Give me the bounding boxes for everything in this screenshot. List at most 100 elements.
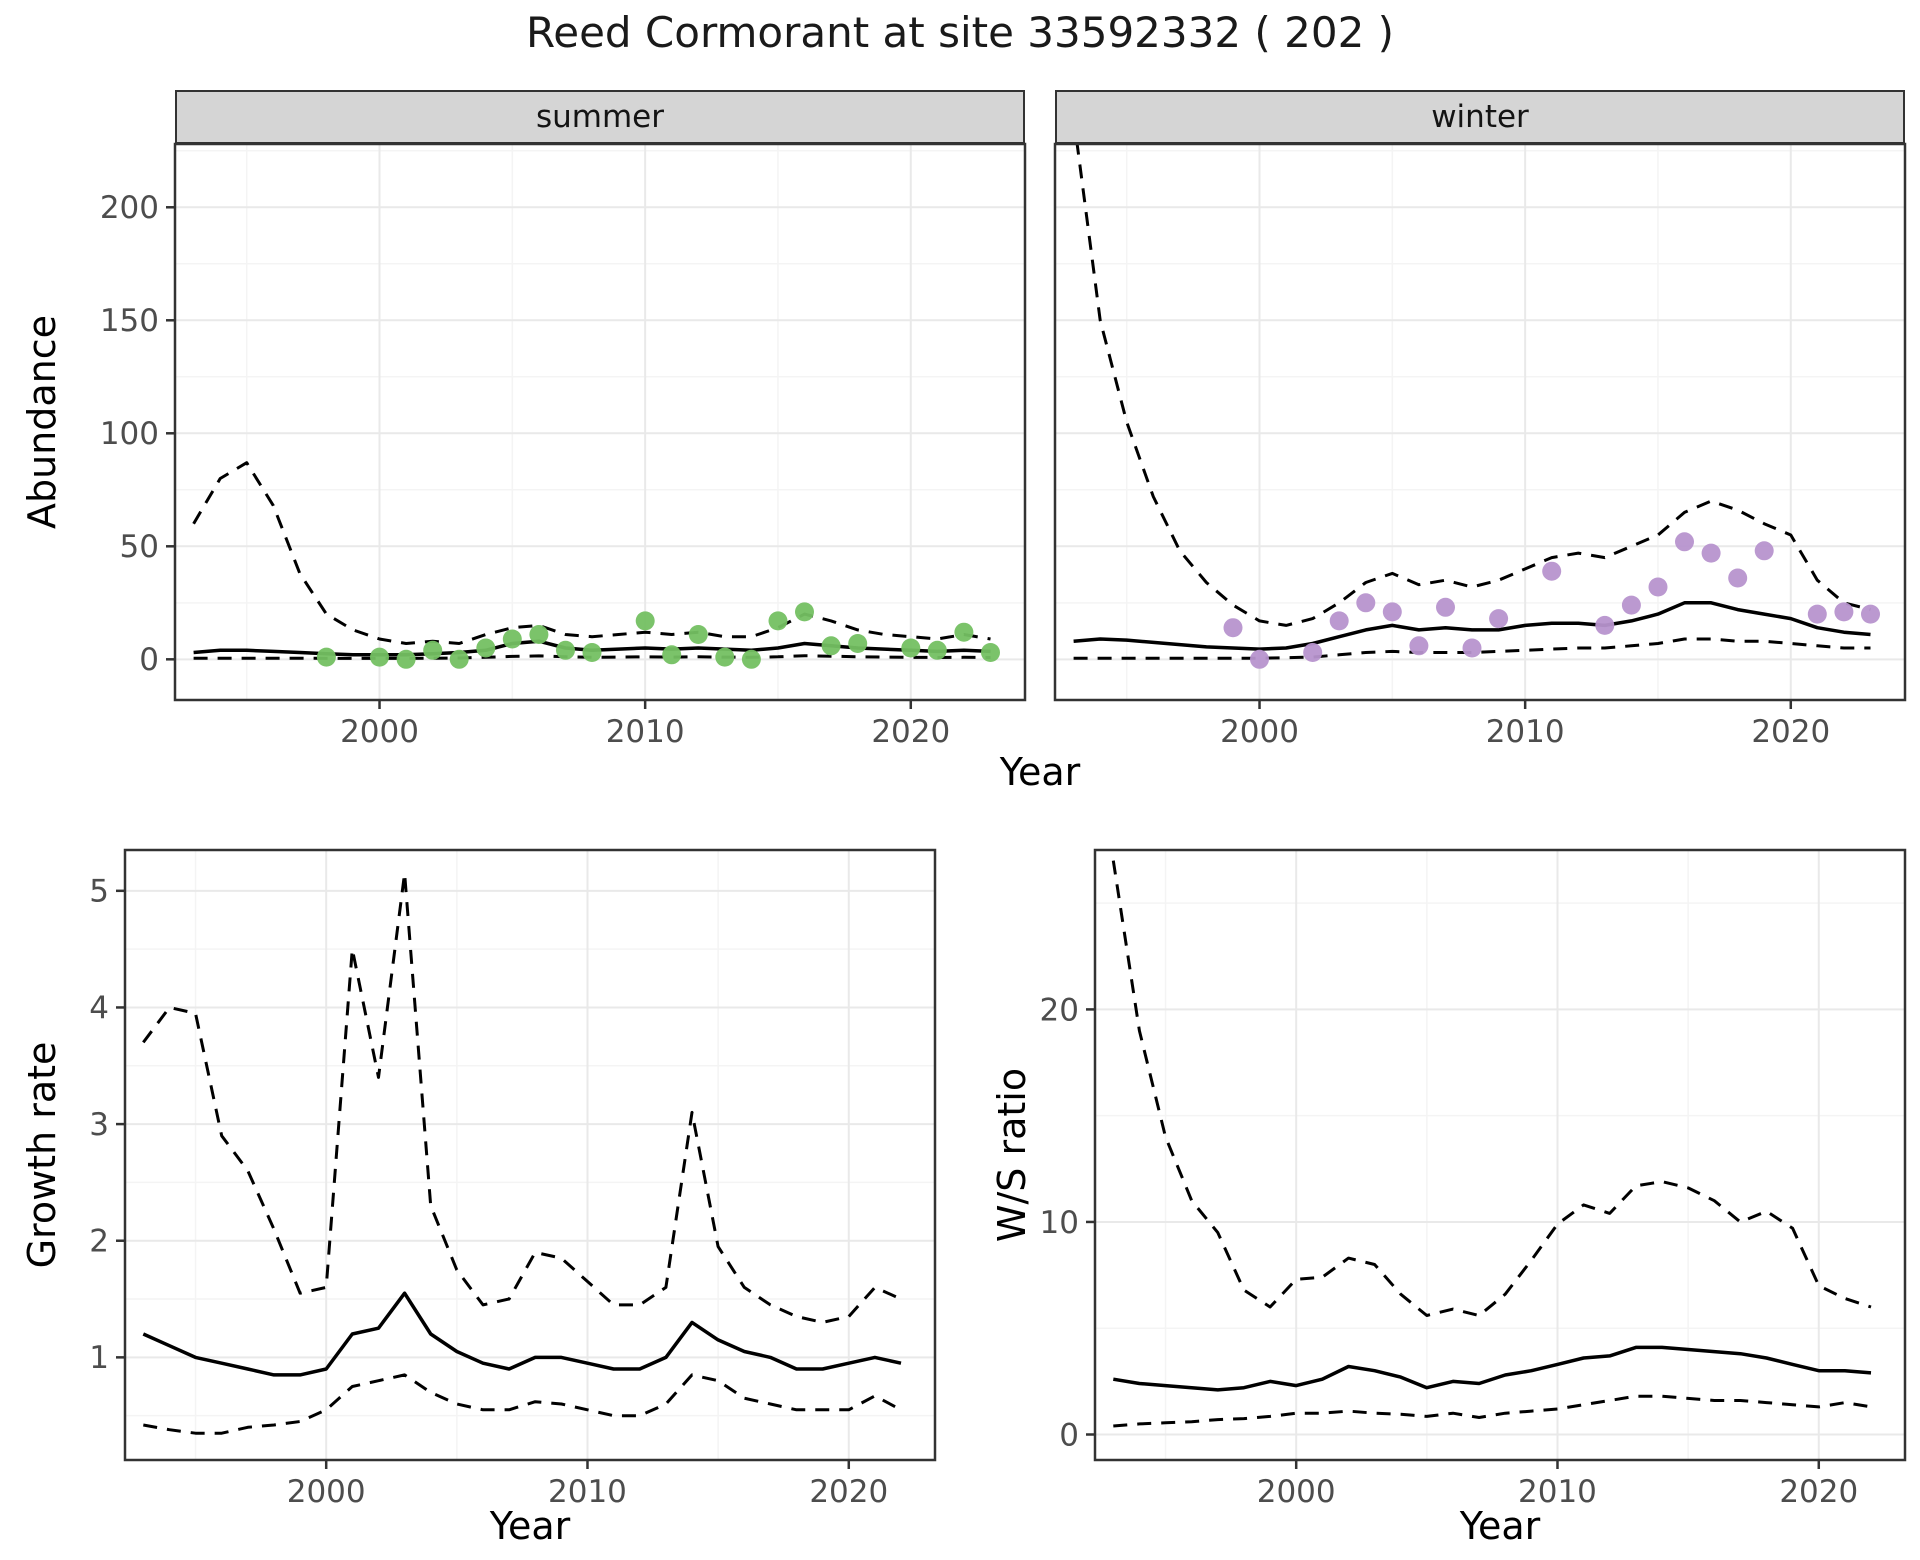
x-tick-label: 2010 <box>1518 1474 1597 1510</box>
axis-ticks: 2000 2010 2020 0 10 20 <box>1040 992 1859 1510</box>
data-point <box>1489 609 1509 629</box>
gridlines <box>125 850 935 1460</box>
data-point <box>370 647 389 667</box>
data-point <box>556 640 575 660</box>
data-point <box>1542 561 1562 581</box>
y-tick-label: 50 <box>120 529 159 565</box>
data-point <box>1436 597 1455 617</box>
data-point <box>476 638 496 658</box>
data-point <box>954 622 974 642</box>
lower-ci-line <box>1113 1394 1872 1428</box>
data-point <box>1303 643 1323 662</box>
data-point <box>1728 568 1748 588</box>
x-tick-label: 2020 <box>1779 1474 1858 1510</box>
x-tick-label: 2010 <box>1486 714 1565 750</box>
y-tick-label: 5 <box>89 874 109 910</box>
series-group <box>142 871 902 1435</box>
data-point <box>662 645 682 665</box>
series-group <box>192 461 1000 669</box>
x-tick-label: 2010 <box>606 714 685 750</box>
data-point <box>1834 602 1854 622</box>
y-tick-label: 100 <box>100 416 159 452</box>
gridlines <box>175 144 1025 700</box>
data-point <box>1462 638 1482 658</box>
y-tick-label: 2 <box>89 1224 109 1260</box>
data-point <box>1648 577 1668 597</box>
data-point <box>316 647 336 667</box>
y-tick-label: 4 <box>89 990 109 1026</box>
x-tick-label: 2020 <box>809 1474 888 1510</box>
data-point <box>529 625 549 644</box>
data-point <box>981 643 1000 662</box>
data-point <box>768 611 788 631</box>
data-point <box>795 602 814 622</box>
y-tick-label: 0 <box>1059 1417 1079 1453</box>
panel-border <box>173 142 1027 702</box>
series-group <box>1111 860 1872 1428</box>
data-point <box>1250 649 1269 669</box>
panel-border <box>1053 142 1907 702</box>
panel-growth-rate: 2000 2010 2020 1 2 3 4 5 <box>89 848 937 1510</box>
data-point <box>741 649 761 669</box>
data-point <box>1382 602 1402 622</box>
data-point <box>927 640 947 660</box>
observed-winter-points <box>1223 532 1880 669</box>
y-tick-label: 10 <box>1040 1205 1079 1241</box>
x-tick-label: 2000 <box>340 714 419 750</box>
y-tick-label: 0 <box>139 642 159 678</box>
x-tick-label: 2000 <box>1220 714 1299 750</box>
mean-line <box>1073 601 1871 651</box>
data-point <box>1754 541 1774 561</box>
x-tick-label: 2020 <box>1751 714 1830 750</box>
x-axis-label-ws-ratio: Year <box>1459 1504 1541 1548</box>
data-point <box>1356 593 1376 613</box>
data-point <box>1223 618 1243 638</box>
data-point <box>423 640 443 660</box>
data-point <box>688 625 708 644</box>
y-tick-label: 150 <box>100 303 159 339</box>
y-tick-label: 200 <box>100 190 159 226</box>
plot-title: Reed Cormorant at site 33592332 ( 202 ) <box>525 8 1395 57</box>
data-point <box>1861 604 1880 624</box>
panel-winter: 2000 2010 2020 <box>1053 142 1907 750</box>
facet-strip-summer: summer <box>175 90 1025 144</box>
axis-ticks: 2000 2010 2020 1 2 3 4 5 <box>89 874 888 1510</box>
data-point <box>1675 532 1694 552</box>
data-point <box>396 649 416 669</box>
data-point <box>1807 604 1827 624</box>
lower-ci-line <box>143 1373 902 1435</box>
mean-line <box>1113 1345 1872 1392</box>
panel-border <box>123 848 937 1462</box>
x-tick-label: 2010 <box>548 1474 627 1510</box>
upper-ci-line <box>1075 144 1871 627</box>
x-axis-label-growth-rate: Year <box>489 1504 571 1548</box>
data-point <box>821 636 841 656</box>
facet-strip-winter: winter <box>1055 90 1905 144</box>
mean-line <box>142 1291 902 1377</box>
panel-border <box>1093 848 1907 1462</box>
data-point <box>715 647 735 667</box>
facet-strip-winter-label: winter <box>1431 99 1529 135</box>
data-point <box>848 634 868 653</box>
upper-ci-line <box>1111 860 1872 1317</box>
lower-ci-line <box>1073 637 1871 660</box>
x-axis-label-abundance: Year <box>999 750 1081 794</box>
observed-summer-points <box>316 602 1000 669</box>
data-point <box>449 649 469 669</box>
y-tick-label: 3 <box>89 1107 109 1143</box>
x-tick-label: 2000 <box>287 1474 366 1510</box>
panel-w-s-ratio: 2000 2010 2020 0 10 20 <box>1040 848 1907 1510</box>
data-point <box>1621 595 1641 615</box>
data-point <box>582 643 602 662</box>
gridlines <box>1055 144 1905 700</box>
upper-ci-line <box>192 461 991 645</box>
data-point <box>1409 636 1429 656</box>
data-point <box>901 638 921 658</box>
axis-ticks: 2000 2010 2020 0 50 100 150 200 <box>100 190 950 750</box>
x-tick-label: 2020 <box>871 714 950 750</box>
y-tick-label: 1 <box>89 1340 109 1376</box>
facet-strip-summer-label: summer <box>535 99 664 135</box>
series-group <box>1073 144 1880 669</box>
